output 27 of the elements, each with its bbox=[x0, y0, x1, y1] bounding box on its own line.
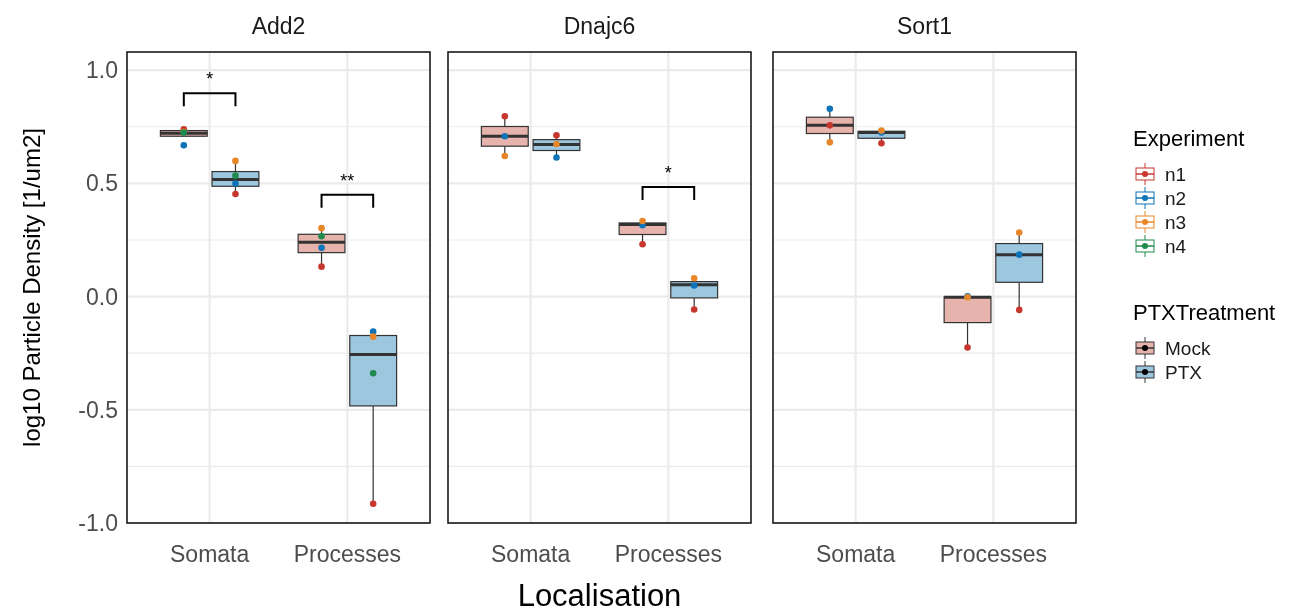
chart-title: Dnajc6 bbox=[563, 13, 636, 39]
legend-label: Mock bbox=[1165, 338, 1211, 359]
annotation: * bbox=[664, 162, 672, 183]
y-tick-label: -1.0 bbox=[78, 510, 118, 536]
annotation: ** bbox=[340, 170, 355, 191]
text: Experiment bbox=[1133, 126, 1245, 151]
y-tick-label: -0.5 bbox=[78, 396, 118, 423]
y-tick-label: 0.5 bbox=[86, 170, 118, 197]
x-tick-label: Somata bbox=[170, 541, 250, 567]
legend-label: n4 bbox=[1165, 236, 1187, 257]
x-tick-label: Processes bbox=[614, 541, 723, 567]
x-tick-label: Somata bbox=[816, 541, 896, 567]
legend-label: n1 bbox=[1165, 164, 1187, 185]
y-tick-label: 0.0 bbox=[86, 283, 118, 310]
x-axis-title: Localisation bbox=[517, 578, 682, 613]
text: PTXTreatment bbox=[1133, 300, 1276, 325]
y-tick-label: 1.0 bbox=[86, 57, 118, 84]
y-axis-title: log10 Particle Density [1/um2] bbox=[18, 128, 45, 447]
legend-label: n3 bbox=[1165, 212, 1187, 233]
x-tick-label: Processes bbox=[939, 541, 1048, 567]
chart-title: Sort1 bbox=[897, 13, 952, 39]
legend-label: n2 bbox=[1165, 188, 1187, 209]
chart-title: Add2 bbox=[251, 13, 306, 39]
x-tick-label: Somata bbox=[491, 541, 571, 567]
legend-label: PTX bbox=[1165, 362, 1203, 383]
x-tick-label: Processes bbox=[293, 541, 402, 567]
annotation: * bbox=[206, 69, 214, 90]
